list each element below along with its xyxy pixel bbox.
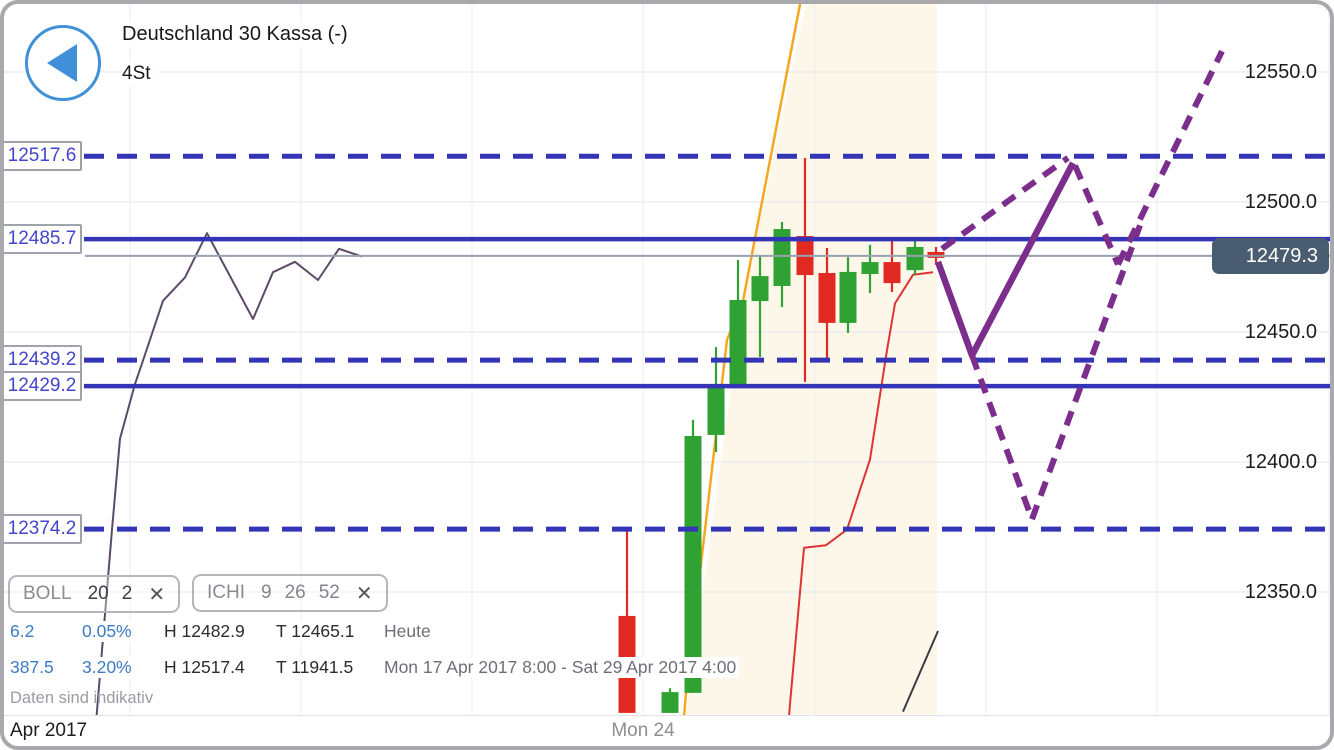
indicator-param: 20 (87, 583, 109, 604)
indicator-param: 2 (121, 583, 133, 604)
x-axis-day-label: Mon 24 (611, 720, 675, 741)
change-percent: 3.20% (79, 657, 135, 678)
close-icon[interactable]: ✕ (355, 582, 373, 605)
close-icon[interactable]: ✕ (148, 583, 166, 606)
instrument-title: Deutschland 30 Kassa (-) (122, 22, 352, 47)
indicator-chip-boll[interactable]: BOLL 20 2 ✕ (8, 575, 181, 613)
indicator-param: 9 (261, 582, 272, 603)
indicator-param: 52 (318, 582, 340, 603)
level-label-12439[interactable]: 12439.2 (2, 345, 82, 375)
back-icon (47, 44, 77, 82)
period-label: Heute (381, 621, 434, 642)
high-value: H 12517.4 (161, 657, 248, 678)
current-price-badge: 12479.3 (1212, 238, 1329, 274)
time-axis: Apr 2017 Mon 24 (0, 715, 1334, 748)
x-axis-month-label: Apr 2017 (10, 720, 88, 741)
y-axis-tick: 12400.0 (1244, 451, 1317, 473)
level-label-12517[interactable]: 12517.6 (2, 141, 82, 171)
y-axis-tick: 12350.0 (1244, 581, 1317, 603)
low-value: T 11941.5 (273, 657, 357, 678)
timeframe-label: 4St (122, 62, 159, 86)
low-value: T 12465.1 (273, 621, 358, 642)
back-button[interactable] (25, 25, 101, 101)
level-label-12485[interactable]: 12485.7 (2, 224, 82, 254)
high-value: H 12482.9 (161, 621, 248, 642)
period-label: Mon 17 Apr 2017 8:00 - Sat 29 Apr 2017 4… (381, 657, 740, 678)
y-axis-tick: 12500.0 (1244, 191, 1317, 213)
change-value: 6.2 (7, 621, 38, 642)
indicator-name: BOLL (23, 583, 72, 604)
indicator-name: ICHI (207, 582, 245, 603)
level-label-12429[interactable]: 12429.2 (2, 371, 82, 401)
y-axis-tick: 12550.0 (1244, 61, 1317, 83)
indicator-param: 26 (284, 582, 306, 603)
disclaimer-text: Daten sind indikativ (10, 689, 154, 707)
indicator-chip-ichi[interactable]: ICHI 9 26 52 ✕ (192, 574, 388, 612)
y-axis-tick: 12450.0 (1244, 321, 1317, 343)
change-value: 387.5 (7, 657, 57, 678)
level-label-12374[interactable]: 12374.2 (2, 514, 82, 544)
change-percent: 0.05% (79, 621, 135, 642)
